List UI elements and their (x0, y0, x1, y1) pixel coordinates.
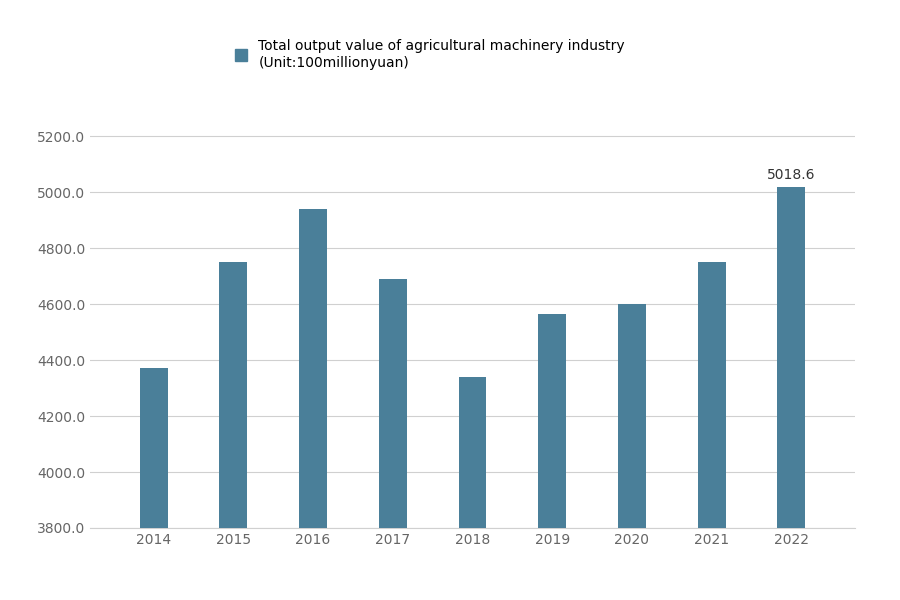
Legend: Total output value of agricultural machinery industry
(Unit:100millionyuan): Total output value of agricultural machi… (235, 40, 625, 70)
Bar (538, 314, 566, 600)
Bar (379, 279, 407, 600)
Bar (220, 262, 248, 600)
Bar (140, 368, 167, 600)
Bar (299, 209, 327, 600)
Bar (618, 304, 646, 600)
Text: 5018.6: 5018.6 (767, 168, 815, 182)
Bar (459, 377, 486, 600)
Bar (778, 187, 806, 600)
Bar (698, 262, 725, 600)
